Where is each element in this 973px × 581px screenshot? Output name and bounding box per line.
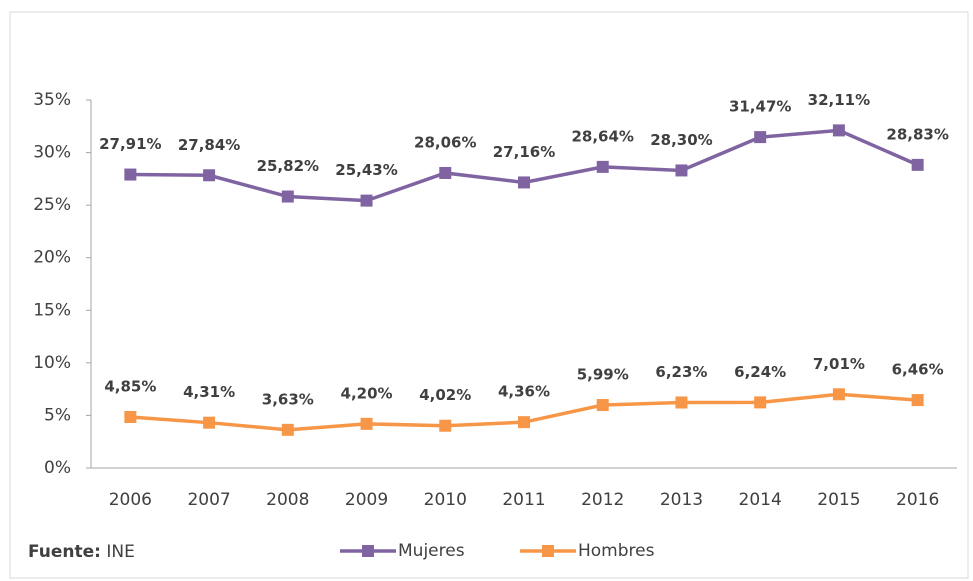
y-tick-label: 20% (33, 248, 71, 268)
point-marker (596, 160, 609, 173)
x-tick-label: 2012 (581, 490, 624, 510)
source-label: Fuente: (28, 542, 101, 562)
point-marker (124, 411, 137, 424)
point-marker (832, 124, 845, 137)
data-label: 27,16% (493, 143, 555, 161)
point-marker (911, 394, 924, 407)
point-marker (203, 169, 216, 182)
data-label: 5,99% (577, 366, 629, 384)
point-marker (281, 423, 294, 436)
y-tick-label: 35% (33, 90, 71, 110)
data-label: 6,24% (734, 363, 786, 381)
x-tick-label: 2007 (187, 490, 230, 510)
x-tick-label: 2014 (739, 490, 782, 510)
data-label: 27,84% (178, 136, 240, 154)
x-tick-label: 2009 (345, 490, 388, 510)
source-text: INE (106, 542, 134, 562)
point-marker (596, 399, 609, 412)
data-label: 6,46% (892, 361, 944, 379)
source: Fuente: INE (28, 542, 135, 562)
point-marker (439, 419, 452, 432)
data-label: 25,43% (335, 161, 397, 179)
chart-frame (9, 11, 969, 579)
data-label: 4,02% (419, 386, 471, 404)
data-label: 4,20% (341, 384, 393, 402)
x-tick-label: 2010 (424, 490, 467, 510)
legend-marker (542, 545, 554, 557)
point-marker (281, 190, 294, 203)
point-marker (832, 388, 845, 401)
data-label: 32,11% (808, 91, 870, 109)
point-marker (754, 396, 767, 409)
data-label: 28,64% (571, 127, 633, 145)
data-label: 4,31% (183, 383, 235, 401)
series-line (130, 128, 919, 203)
point-marker (360, 194, 373, 207)
data-label: 27,91% (99, 135, 161, 153)
point-marker (439, 166, 452, 179)
y-tick-label: 5% (44, 405, 71, 425)
data-label: 4,85% (104, 378, 156, 396)
legend-label: Hombres (578, 541, 655, 561)
y-tick-label: 10% (33, 353, 71, 373)
data-label: 28,06% (414, 133, 476, 151)
x-tick-label: 2008 (266, 490, 309, 510)
x-tick-label: 2011 (502, 490, 545, 510)
y-tick-label: 30% (33, 143, 71, 163)
y-tick-label: 25% (33, 195, 71, 215)
data-label: 3,63% (262, 390, 314, 408)
x-tick-label: 2013 (660, 490, 703, 510)
point-marker (754, 131, 767, 144)
legend-marker (362, 545, 374, 557)
data-label: 4,36% (498, 383, 550, 401)
y-tick-label: 0% (44, 458, 71, 478)
data-label: 6,23% (655, 363, 707, 381)
point-marker (911, 158, 924, 171)
point-marker (675, 164, 688, 177)
point-marker (518, 176, 530, 189)
point-marker (675, 396, 688, 409)
data-label: 7,01% (813, 355, 865, 373)
data-label: 28,83% (886, 125, 948, 143)
data-label: 31,47% (729, 98, 791, 116)
data-label: 25,82% (257, 157, 319, 175)
legend-label: Mujeres (398, 541, 465, 561)
y-tick-label: 15% (33, 300, 71, 320)
point-marker (203, 416, 216, 429)
data-label: 28,30% (650, 131, 712, 149)
point-marker (124, 168, 137, 181)
x-tick-label: 2015 (817, 490, 860, 510)
point-marker (518, 416, 530, 429)
point-marker (360, 417, 373, 430)
x-tick-label: 2006 (109, 490, 152, 510)
x-tick-label: 2016 (896, 490, 939, 510)
